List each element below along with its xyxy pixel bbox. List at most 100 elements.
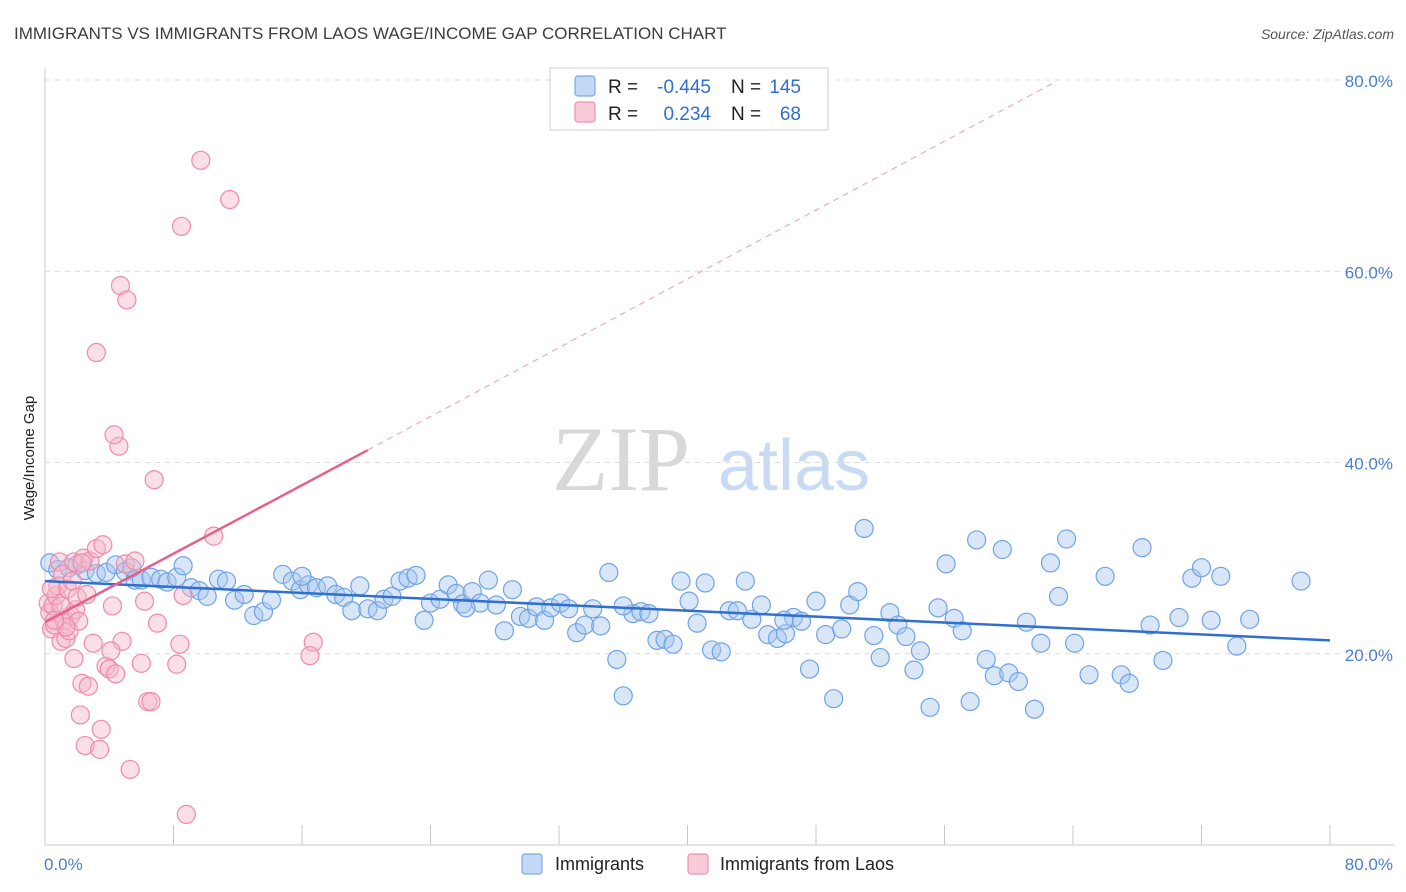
point-laos xyxy=(64,552,84,572)
point-immigrants xyxy=(639,603,659,624)
point-laos xyxy=(144,470,164,490)
point-immigrants xyxy=(1079,665,1099,685)
point-immigrants xyxy=(1031,633,1051,653)
point-laos xyxy=(109,436,129,456)
point-immigrants xyxy=(494,621,514,641)
point-immigrants xyxy=(992,539,1012,560)
point-immigrants xyxy=(904,660,924,680)
legend-frame xyxy=(549,67,829,131)
point-immigrants xyxy=(502,580,523,600)
point-laos xyxy=(49,552,70,572)
point-immigrants xyxy=(446,583,466,604)
point-immigrants xyxy=(1016,612,1037,632)
point-laos xyxy=(120,759,140,780)
chart-title: IMMIGRANTS VS IMMIGRANTS FROM LAOS WAGE/… xyxy=(14,24,727,43)
point-immigrants xyxy=(1008,671,1028,692)
legend-n-value-1: 145 xyxy=(769,77,801,98)
point-immigrants xyxy=(575,615,595,635)
point-immigrants xyxy=(1040,553,1061,573)
bottom-legend-swatch-immigrants xyxy=(521,853,543,875)
point-immigrants xyxy=(567,623,587,643)
axes xyxy=(44,68,1394,846)
point-laos xyxy=(131,653,151,673)
point-laos xyxy=(106,664,126,684)
point-laos xyxy=(176,804,196,825)
point-immigrants xyxy=(984,666,1004,686)
point-laos xyxy=(101,641,121,661)
point-laos xyxy=(75,735,95,756)
point-immigrants xyxy=(216,571,237,591)
x-tick-label-max: 80.0% xyxy=(1345,855,1393,874)
point-immigrants xyxy=(583,599,603,619)
point-laos xyxy=(41,579,62,599)
point-immigrants xyxy=(711,642,731,662)
point-immigrants xyxy=(701,640,722,660)
legend-r-label-1: R = xyxy=(608,77,638,98)
point-laos xyxy=(53,564,73,584)
legend-n-label-1: N = xyxy=(731,77,761,98)
point-immigrants xyxy=(1095,566,1115,586)
point-immigrants xyxy=(591,616,611,636)
point-immigrants xyxy=(244,605,264,626)
y-tick-label: 20.0% xyxy=(1345,646,1393,665)
point-laos xyxy=(125,551,145,571)
point-immigrants xyxy=(799,659,820,679)
point-immigrants xyxy=(106,555,126,575)
point-laos xyxy=(91,719,111,739)
y-tick-label: 80.0% xyxy=(1345,72,1393,91)
point-immigrants xyxy=(1182,568,1202,588)
point-immigrants xyxy=(358,599,378,619)
point-immigrants xyxy=(342,601,362,621)
point-immigrants xyxy=(719,601,739,621)
legend-r-value-2: 0.234 xyxy=(663,104,711,125)
bottom-legend-swatch-laos xyxy=(687,853,709,875)
point-immigrants xyxy=(414,610,434,630)
point-immigrants xyxy=(647,630,667,650)
point-laos xyxy=(72,553,92,573)
point-immigrants xyxy=(273,564,293,584)
point-laos xyxy=(167,654,187,674)
chart-source: Source: ZipAtlas.com xyxy=(1261,26,1394,42)
point-laos xyxy=(300,646,320,666)
point-immigrants xyxy=(679,591,699,611)
point-immigrants xyxy=(936,554,956,574)
point-immigrants xyxy=(920,697,940,717)
point-immigrants xyxy=(952,621,972,641)
point-laos xyxy=(78,676,98,696)
point-immigrants xyxy=(832,619,852,639)
point-laos xyxy=(134,591,155,611)
legend-r-label-2: R = xyxy=(608,104,638,125)
point-immigrants xyxy=(406,565,426,585)
legend-swatch-laos xyxy=(574,101,596,123)
point-immigrants xyxy=(870,647,890,668)
y-tick-label: 40.0% xyxy=(1345,455,1393,474)
point-immigrants xyxy=(687,613,707,633)
point-immigrants xyxy=(1119,673,1139,693)
bottom-legend-immigrants: Immigrants xyxy=(555,854,644,874)
point-immigrants xyxy=(350,576,370,596)
point-immigrants xyxy=(224,590,245,610)
point-immigrants xyxy=(261,590,282,610)
point-immigrants xyxy=(292,566,312,586)
grid xyxy=(45,79,1394,655)
point-immigrants xyxy=(1065,633,1085,653)
point-immigrants xyxy=(928,598,948,618)
x-tick-label-min: 0.0% xyxy=(44,855,83,874)
point-laos xyxy=(83,633,103,653)
point-immigrants xyxy=(1048,586,1069,606)
point-immigrants xyxy=(599,562,619,583)
legend-swatch-immigrants xyxy=(574,75,596,97)
point-immigrants xyxy=(534,610,555,630)
y-axis-label: Wage/Income Gap xyxy=(21,396,38,521)
point-immigrants xyxy=(1211,566,1231,586)
point-laos xyxy=(170,634,190,654)
point-immigrants xyxy=(695,573,715,593)
point-laos xyxy=(110,275,131,296)
point-immigrants xyxy=(671,571,691,591)
point-laos xyxy=(171,216,192,236)
point-immigrants xyxy=(1140,615,1160,635)
trend-lines xyxy=(44,81,1331,642)
point-immigrants xyxy=(1191,558,1212,578)
trend-line-laos xyxy=(44,448,369,624)
